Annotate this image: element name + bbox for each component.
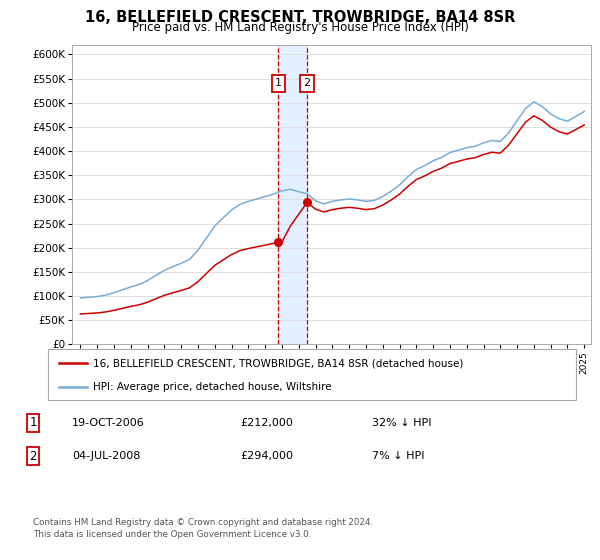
Text: Price paid vs. HM Land Registry's House Price Index (HPI): Price paid vs. HM Land Registry's House …	[131, 21, 469, 34]
Text: 2: 2	[29, 450, 37, 463]
Text: 04-JUL-2008: 04-JUL-2008	[72, 451, 140, 461]
Text: 32% ↓ HPI: 32% ↓ HPI	[372, 418, 431, 428]
Text: HPI: Average price, detached house, Wiltshire: HPI: Average price, detached house, Wilt…	[93, 382, 332, 392]
Text: 2: 2	[304, 78, 311, 88]
Text: 16, BELLEFIELD CRESCENT, TROWBRIDGE, BA14 8SR: 16, BELLEFIELD CRESCENT, TROWBRIDGE, BA1…	[85, 10, 515, 25]
Text: 19-OCT-2006: 19-OCT-2006	[72, 418, 145, 428]
Text: £212,000: £212,000	[240, 418, 293, 428]
Text: 1: 1	[275, 78, 282, 88]
Text: 16, BELLEFIELD CRESCENT, TROWBRIDGE, BA14 8SR (detached house): 16, BELLEFIELD CRESCENT, TROWBRIDGE, BA1…	[93, 358, 463, 368]
Bar	[278, 45, 307, 344]
Text: £294,000: £294,000	[240, 451, 293, 461]
Text: 7% ↓ HPI: 7% ↓ HPI	[372, 451, 425, 461]
Text: 1: 1	[29, 416, 37, 430]
Text: Contains HM Land Registry data © Crown copyright and database right 2024.
This d: Contains HM Land Registry data © Crown c…	[33, 518, 373, 539]
